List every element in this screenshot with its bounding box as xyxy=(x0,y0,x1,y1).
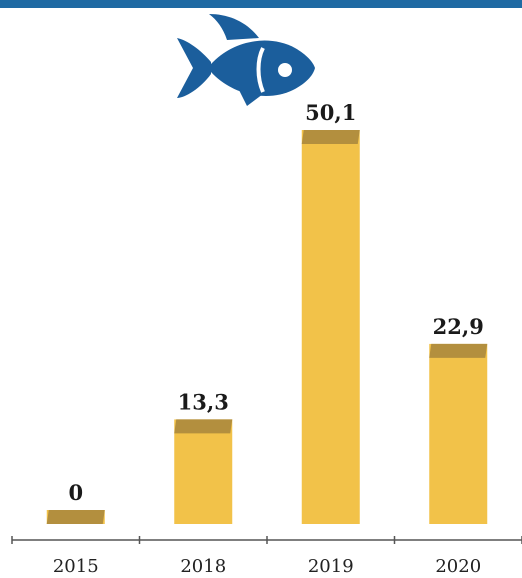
bar-body xyxy=(429,343,488,524)
top-bar xyxy=(0,0,522,8)
bar xyxy=(174,419,233,524)
x-tick-label: 2019 xyxy=(308,556,354,577)
bar xyxy=(46,510,105,524)
value-label: 22,9 xyxy=(433,314,484,339)
bars-layer xyxy=(46,130,488,524)
value-label: 0 xyxy=(68,480,83,505)
value-labels: 0 13,3 50,1 22,9 xyxy=(68,100,483,505)
bar-body xyxy=(174,419,233,524)
x-tick-label: 2018 xyxy=(180,556,226,577)
bar xyxy=(429,343,488,524)
bar-body xyxy=(301,130,360,524)
bar-cap xyxy=(301,130,360,144)
bar-cap xyxy=(174,419,233,434)
fish-icon xyxy=(177,14,315,106)
value-label: 13,3 xyxy=(178,389,229,414)
bar-cap xyxy=(429,343,488,358)
bar xyxy=(301,130,360,524)
x-tick-label: 2020 xyxy=(435,556,481,577)
value-label: 50,1 xyxy=(305,100,356,125)
x-tick-label: 2015 xyxy=(53,556,99,577)
bar-cap xyxy=(46,510,105,524)
x-axis: 2015 2018 2019 2020 xyxy=(11,536,522,577)
